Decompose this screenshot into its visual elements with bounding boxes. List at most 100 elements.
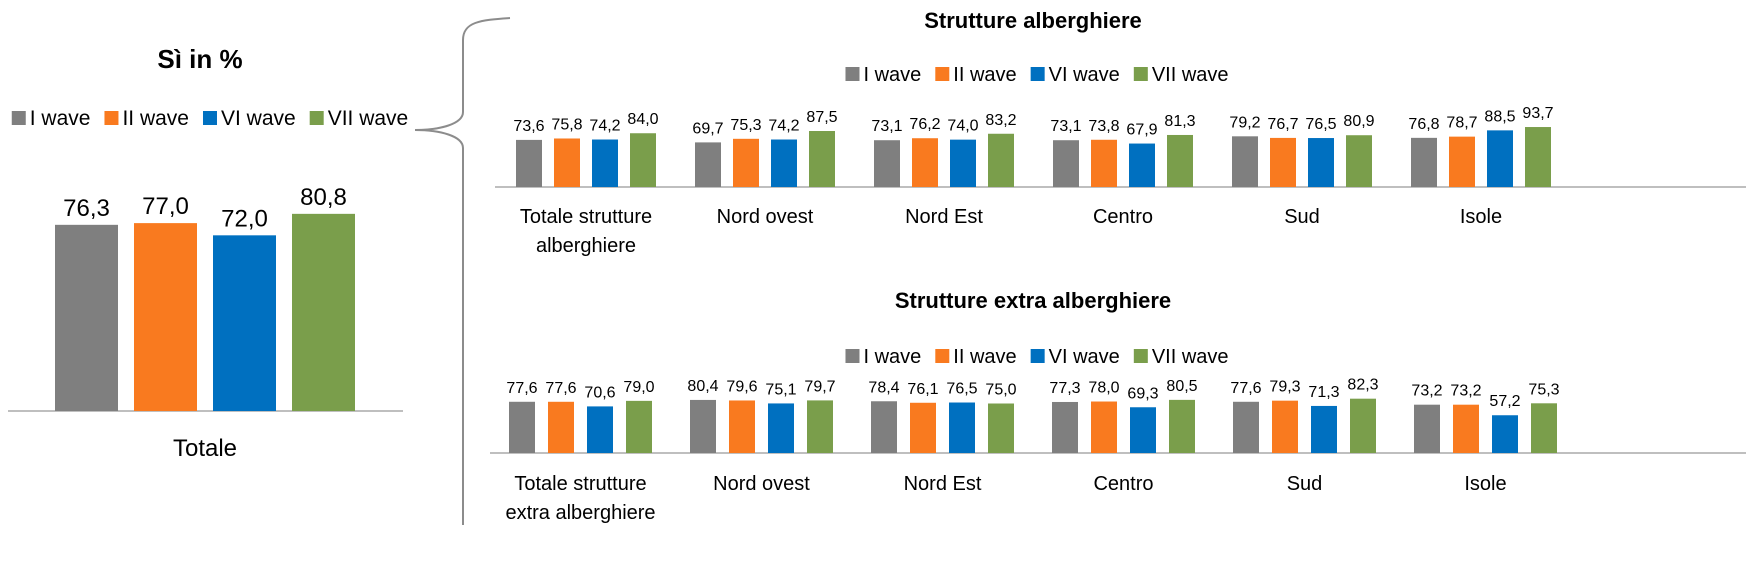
bar: [1311, 405, 1337, 453]
legend-label: VI wave: [1049, 64, 1120, 86]
bar: [626, 400, 652, 453]
value-label: 73,1: [871, 118, 902, 135]
legend-label: VI wave: [1049, 346, 1120, 368]
bar: [1053, 140, 1079, 187]
bar: [592, 139, 618, 187]
value-label: 79,0: [623, 379, 654, 396]
x-tick-label: Isole: [1459, 206, 1503, 228]
legend-label: VI wave: [221, 107, 296, 130]
legend-swatch: [309, 111, 324, 125]
legend-label: VII wave: [328, 107, 409, 130]
bar: [1091, 139, 1117, 187]
bar: [1449, 136, 1475, 187]
value-label: 81,3: [1164, 113, 1195, 130]
bar: [134, 223, 197, 411]
value-label: 78,4: [868, 379, 899, 396]
value-label: 75,3: [730, 117, 761, 134]
value-label: 70,6: [584, 384, 615, 401]
bar: [1487, 130, 1513, 187]
bar: [587, 406, 613, 453]
bar: [1414, 404, 1440, 453]
legend-label: II wave: [953, 346, 1016, 368]
bar: [733, 138, 759, 187]
chart-title: Sì in %: [157, 44, 242, 74]
value-label: 73,6: [513, 118, 544, 135]
value-label: 73,2: [1411, 383, 1442, 400]
value-label: 73,1: [1050, 118, 1081, 135]
legend: I wave II wave VI wave VII wave: [845, 346, 1229, 368]
x-tick-label: Nord Est: [903, 473, 982, 495]
legend-swatch: [202, 111, 217, 125]
value-label: 80,8: [300, 184, 347, 211]
bar: [1525, 127, 1551, 187]
value-label: 69,3: [1127, 385, 1158, 402]
x-tick-label: Centro: [1092, 206, 1154, 228]
bar: [988, 403, 1014, 453]
bar: [1350, 398, 1376, 453]
value-label: 75,1: [765, 381, 796, 398]
bar: [509, 401, 535, 453]
legend-swatch: [1133, 349, 1148, 363]
x-tick-label: Nord Est: [905, 206, 983, 228]
bar: [1130, 407, 1156, 453]
legend-swatch: [1030, 349, 1045, 363]
bar: [1052, 401, 1078, 453]
legend-swatch: [1030, 67, 1045, 81]
bar: [55, 224, 118, 411]
bar: [1232, 136, 1258, 187]
value-label: 83,2: [985, 112, 1016, 129]
legend-label: II wave: [953, 64, 1016, 86]
value-label: 79,2: [1229, 114, 1260, 131]
legend-label: I wave: [863, 346, 921, 368]
bar: [516, 139, 542, 187]
value-label: 93,7: [1522, 105, 1553, 122]
value-label: 75,3: [1528, 381, 1559, 398]
value-label: 72,0: [221, 205, 268, 232]
bar: [809, 131, 835, 187]
legend-swatch: [845, 67, 860, 81]
bar: [695, 142, 721, 187]
bar: [871, 401, 897, 453]
value-label: 88,5: [1484, 108, 1515, 125]
bar: [1233, 401, 1259, 453]
chart-title: Strutture alberghiere: [924, 8, 1142, 33]
bar: [1453, 404, 1479, 453]
value-label: 76,7: [1267, 116, 1298, 133]
bar: [1167, 134, 1193, 187]
value-label: 75,0: [985, 382, 1016, 399]
bar: [1091, 401, 1117, 453]
bar: [1272, 400, 1298, 453]
bar: [950, 139, 976, 187]
value-label: 78,0: [1088, 380, 1119, 397]
value-label: 87,5: [806, 109, 837, 126]
bar: [292, 213, 355, 411]
bar: [729, 400, 755, 453]
chart-title: Strutture extra alberghiere: [895, 288, 1171, 313]
bar: [1129, 143, 1155, 187]
value-label: 76,8: [1408, 116, 1439, 133]
value-label: 76,5: [1305, 116, 1336, 133]
bar: [988, 133, 1014, 187]
value-label: 76,3: [63, 195, 110, 222]
value-label: 76,2: [909, 116, 940, 133]
value-label: 77,0: [142, 193, 189, 220]
legend-label: VII wave: [1152, 346, 1229, 368]
x-tick-label: Isole: [1464, 473, 1507, 495]
bar: [1492, 415, 1518, 453]
value-label: 74,0: [947, 118, 978, 135]
x-tick-label: Totale strutture alberghiere: [519, 206, 653, 257]
value-label: 76,1: [907, 381, 938, 398]
bar: [807, 400, 833, 453]
value-label: 79,6: [726, 378, 757, 395]
value-label: 80,5: [1166, 378, 1197, 395]
value-label: 79,7: [804, 378, 835, 395]
bar: [912, 138, 938, 187]
legend: I wave II wave VI wave VII wave: [11, 107, 409, 130]
value-label: 71,3: [1308, 384, 1339, 401]
value-label: 78,7: [1446, 115, 1477, 132]
bar: [630, 133, 656, 187]
legend-swatch: [104, 111, 119, 125]
x-tick-label: Nord ovest: [713, 473, 810, 495]
